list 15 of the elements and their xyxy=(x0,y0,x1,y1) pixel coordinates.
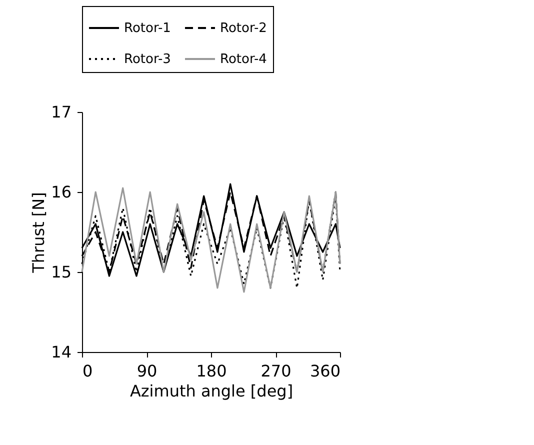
legend-label: Rotor-1 xyxy=(124,21,171,36)
x-tick-label: 360 xyxy=(310,362,340,380)
x-tick-label: 270 xyxy=(260,362,292,380)
x-axis-title: Azimuth angle [deg] xyxy=(130,382,294,400)
x-tick-label: 0 xyxy=(82,362,93,380)
legend-label: Rotor-2 xyxy=(220,21,267,36)
x-tick-label: 90 xyxy=(136,362,158,380)
y-tick-label: 15 xyxy=(51,262,72,282)
x-tick-label: 180 xyxy=(196,362,227,380)
y-axis-title: Thrust [N] xyxy=(29,192,48,274)
legend-label: Rotor-3 xyxy=(124,52,171,67)
y-tick-label: 14 xyxy=(51,342,72,362)
y-tick-label: 16 xyxy=(51,182,72,202)
y-tick-label: 17 xyxy=(51,102,72,122)
legend-label: Rotor-4 xyxy=(220,52,267,67)
